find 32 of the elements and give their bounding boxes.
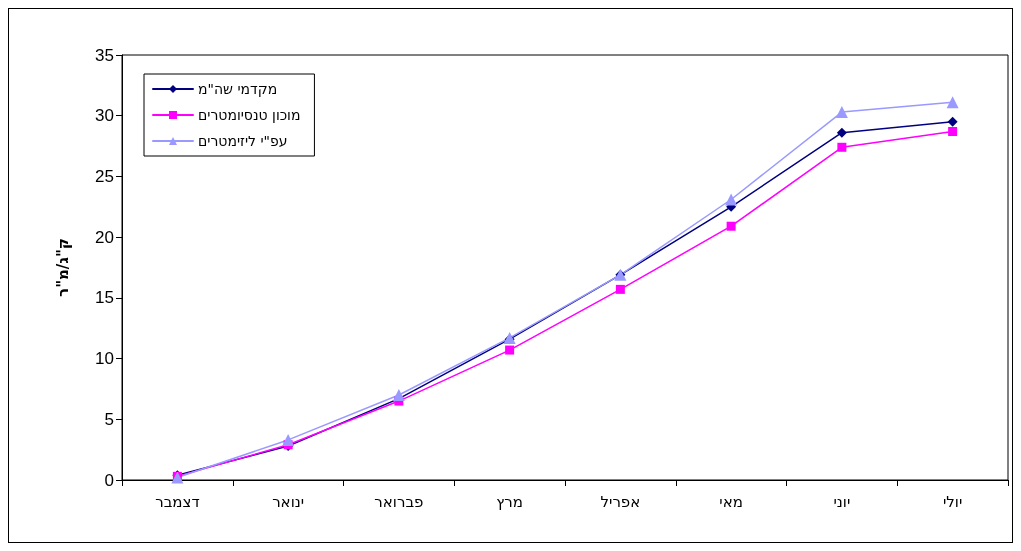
point xyxy=(282,433,295,446)
y-tick-label: 5 xyxy=(104,409,114,429)
point xyxy=(946,96,959,109)
y-tick-label: 30 xyxy=(95,106,114,126)
legend-label: עפ"י ליזימטרים xyxy=(198,133,288,149)
x-tick-label: יולי xyxy=(942,492,963,511)
point xyxy=(392,389,405,401)
y-tick-label: 35 xyxy=(95,45,114,65)
y-tick-label: 25 xyxy=(95,166,114,186)
y-tick-label: 20 xyxy=(95,227,114,247)
point xyxy=(837,142,847,152)
point xyxy=(835,106,848,119)
point xyxy=(948,127,958,136)
x-tick-label: פברואר xyxy=(374,492,424,511)
x-tick-label: מאי xyxy=(719,492,743,511)
point xyxy=(725,193,738,206)
x-tick-label: דצמבר xyxy=(155,492,200,511)
point xyxy=(947,116,958,127)
point xyxy=(726,221,736,231)
x-tick-label: מרץ xyxy=(496,492,523,511)
x-tick-label: אפריל xyxy=(600,492,641,511)
legend-label: מקדמי שה"מ xyxy=(198,81,278,97)
legend-label: מוכון טנסיומטרים xyxy=(198,107,301,123)
y-tick-label: 10 xyxy=(95,349,114,369)
point xyxy=(615,284,625,294)
point xyxy=(505,345,515,355)
y-tick-label: 15 xyxy=(95,288,114,308)
x-tick-label: ינואר xyxy=(272,492,305,511)
y-tick-label: 0 xyxy=(104,470,114,490)
x-tick-label: יוני xyxy=(833,492,851,511)
y-axis-title: ק"ג/מ"ר xyxy=(53,238,72,297)
point xyxy=(836,127,847,138)
